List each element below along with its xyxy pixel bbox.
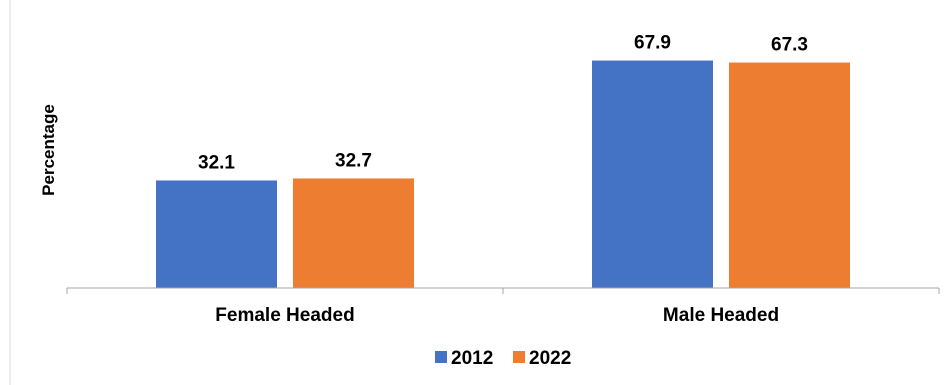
category-label: Female Headed — [215, 305, 354, 326]
legend-swatch — [513, 351, 525, 363]
legend-label: 2012 — [451, 348, 493, 369]
legend-item-2022: 2022 — [513, 348, 571, 369]
legend-item-2012: 2012 — [435, 348, 493, 369]
data-label: 67.3 — [771, 35, 808, 56]
legend-swatch — [435, 351, 447, 363]
y-axis-title: Percentage — [39, 104, 58, 196]
bars-group — [156, 60, 850, 288]
category-labels-group: Female Headed Male Headed — [215, 305, 779, 326]
data-label: 32.1 — [198, 152, 235, 173]
data-label: 32.7 — [335, 150, 372, 171]
x-axis-ticks — [66, 288, 940, 294]
data-label: 67.9 — [634, 33, 671, 54]
bar-labels-group: 32.1 32.7 67.9 67.3 — [198, 33, 808, 174]
bar-2012-male-headed — [592, 60, 713, 288]
category-label: Male Headed — [663, 305, 779, 326]
bar-2012-female-headed — [156, 180, 277, 288]
legend: 2012 2022 — [435, 348, 571, 369]
bar-2022-male-headed — [729, 62, 850, 288]
legend-label: 2022 — [529, 348, 571, 369]
bar-2022-female-headed — [293, 178, 414, 288]
